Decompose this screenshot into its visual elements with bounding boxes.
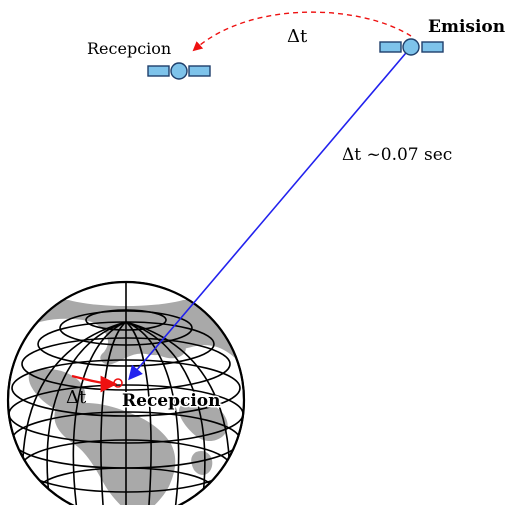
label-delta-top: Δt	[287, 26, 308, 47]
satellite-icon	[379, 38, 444, 56]
satellite-motion-arrow	[192, 11, 412, 52]
label-reception-earth: Recepcion	[122, 391, 221, 411]
label-delta-ray: Δt ~0.07 sec	[342, 145, 452, 165]
label-delta-earth: Δt	[66, 387, 87, 408]
label-reception-satellite: Recepcion	[87, 39, 171, 58]
label-emission: Emision	[428, 17, 505, 37]
signal-ray	[128, 46, 412, 381]
receiver-marker	[113, 378, 123, 388]
satellite-icon	[147, 62, 211, 80]
earth-rotation-arrow	[71, 374, 118, 393]
